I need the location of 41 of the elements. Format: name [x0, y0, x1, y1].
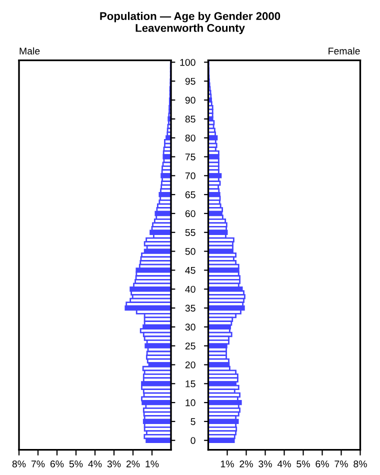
y-tick-label: 0 — [190, 437, 196, 444]
x-tick-label: 7% — [31, 460, 45, 468]
x-tick-label: 8% — [12, 460, 26, 468]
y-tick-label: 95 — [185, 78, 196, 85]
y-tick-label: 35 — [185, 304, 196, 312]
y-tick-label: 40 — [185, 286, 196, 293]
y-tick-label: 80 — [185, 134, 196, 142]
y-tick-label: 85 — [185, 116, 196, 123]
y-tick-label: 70 — [185, 172, 196, 180]
chart-title: Population — Age by Gender 2000 — [100, 12, 280, 22]
x-tick-label: 7% — [334, 460, 348, 468]
y-tick-label: 20 — [185, 361, 196, 368]
x-tick-label: 3% — [258, 460, 272, 468]
y-tick-label: 5 — [190, 418, 196, 426]
y-tick-label: 15 — [186, 380, 196, 388]
text: Male — [20, 47, 40, 55]
y-tick-label: 60 — [185, 210, 196, 218]
x-tick-label: 1% — [146, 460, 159, 468]
x-tick-label: 4% — [88, 460, 102, 468]
x-tick-label: 6% — [316, 460, 329, 468]
chart-subtitle: Leavenworth County — [136, 24, 245, 34]
y-tick-label: 25 — [185, 342, 196, 350]
x-tick-label: 6% — [50, 460, 64, 468]
y-tick-label: 55 — [185, 229, 196, 236]
x-tick-label: 8% — [354, 460, 367, 468]
x-tick-label: 2% — [240, 460, 253, 468]
x-tick-label: 1% — [220, 460, 234, 468]
x-tick-label: 5% — [296, 460, 310, 468]
x-tick-label: 2% — [126, 460, 140, 468]
y-tick-label: 45 — [185, 267, 196, 274]
x-tick-label: 5% — [69, 460, 83, 468]
y-tick-label: 90 — [185, 96, 196, 104]
y-tick-label: 50 — [185, 248, 196, 255]
y-tick-label: 30 — [185, 324, 196, 331]
text: Female — [328, 47, 360, 55]
x-tick-label: 4% — [277, 460, 291, 468]
x-tick-label: 3% — [107, 460, 121, 468]
y-tick-label: 100 — [180, 58, 196, 66]
y-tick-label: 10 — [186, 399, 196, 406]
y-tick-label: 65 — [185, 191, 196, 198]
y-tick-label: 75 — [185, 154, 196, 160]
